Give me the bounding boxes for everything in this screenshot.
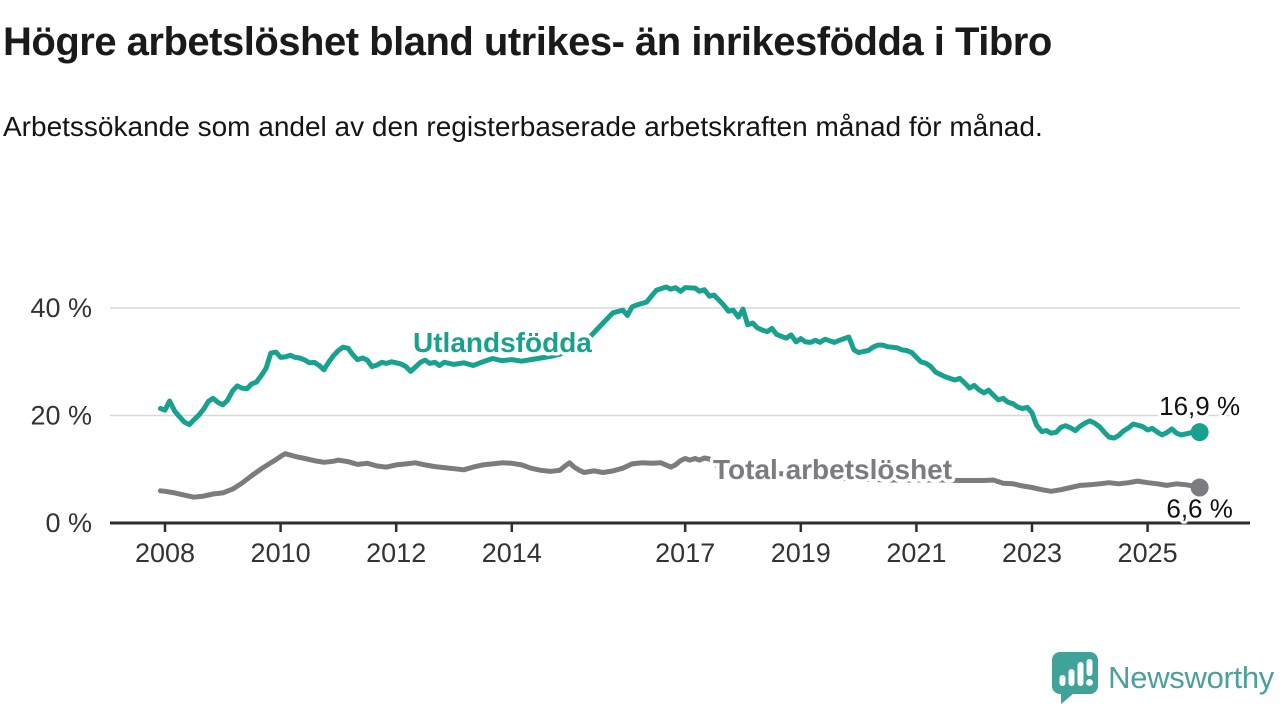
series-label-total-arbetsloshet: Total arbetslöshet	[713, 454, 952, 485]
series-end-dot-1	[1190, 478, 1209, 497]
x-axis-tick-label: 2017	[655, 538, 715, 568]
header: Högre arbetslöshet bland utrikes- än inr…	[3, 20, 1277, 146]
chart-subtitle: Arbetssökande som andel av den registerb…	[3, 111, 1043, 142]
chart-title: Högre arbetslöshet bland utrikes- än inr…	[3, 20, 1052, 64]
x-axis-tick-label: 2014	[482, 538, 542, 568]
series-line-1	[157, 451, 1203, 500]
newsworthy-wordmark: Newsworthy	[1108, 659, 1274, 695]
chart-labels-layer: Utlandsfödda Total arbetslöshet 16,9 % 6…	[410, 324, 1244, 527]
series-line-0	[157, 284, 1203, 441]
x-axis-tick-label: 2010	[251, 538, 311, 568]
x-axis-tick-label: 2025	[1118, 538, 1178, 568]
end-value-label-total-arbetsloshet: 6,6 %	[1166, 494, 1233, 524]
end-value-label-utlandsfodda: 16,9 %	[1159, 391, 1240, 421]
y-axis-tick-label: 40 %	[30, 293, 92, 323]
y-axis-tick-label: 20 %	[30, 401, 92, 431]
newsworthy-logo[interactable]: Newsworthy	[1051, 651, 1274, 704]
axis-labels: 0 % 20 % 40 % 2008 2010 2012 2014 2017 2…	[30, 293, 1177, 568]
y-axis-tick-label: 0 %	[45, 508, 92, 538]
x-axis-tick-label: 2012	[366, 538, 426, 568]
series-label-utlandsfodda: Utlandsfödda	[413, 327, 592, 358]
x-axis-tick-label: 2019	[771, 538, 831, 568]
x-axis-tick-label: 2021	[886, 538, 946, 568]
series-end-dot-0	[1190, 423, 1209, 442]
newsworthy-chart-speech-bubble-icon	[1052, 652, 1099, 704]
chart-draw-layer	[110, 284, 1250, 532]
x-axis-tick-label: 2008	[135, 538, 195, 568]
x-axis-tick-label: 2023	[1002, 538, 1062, 568]
